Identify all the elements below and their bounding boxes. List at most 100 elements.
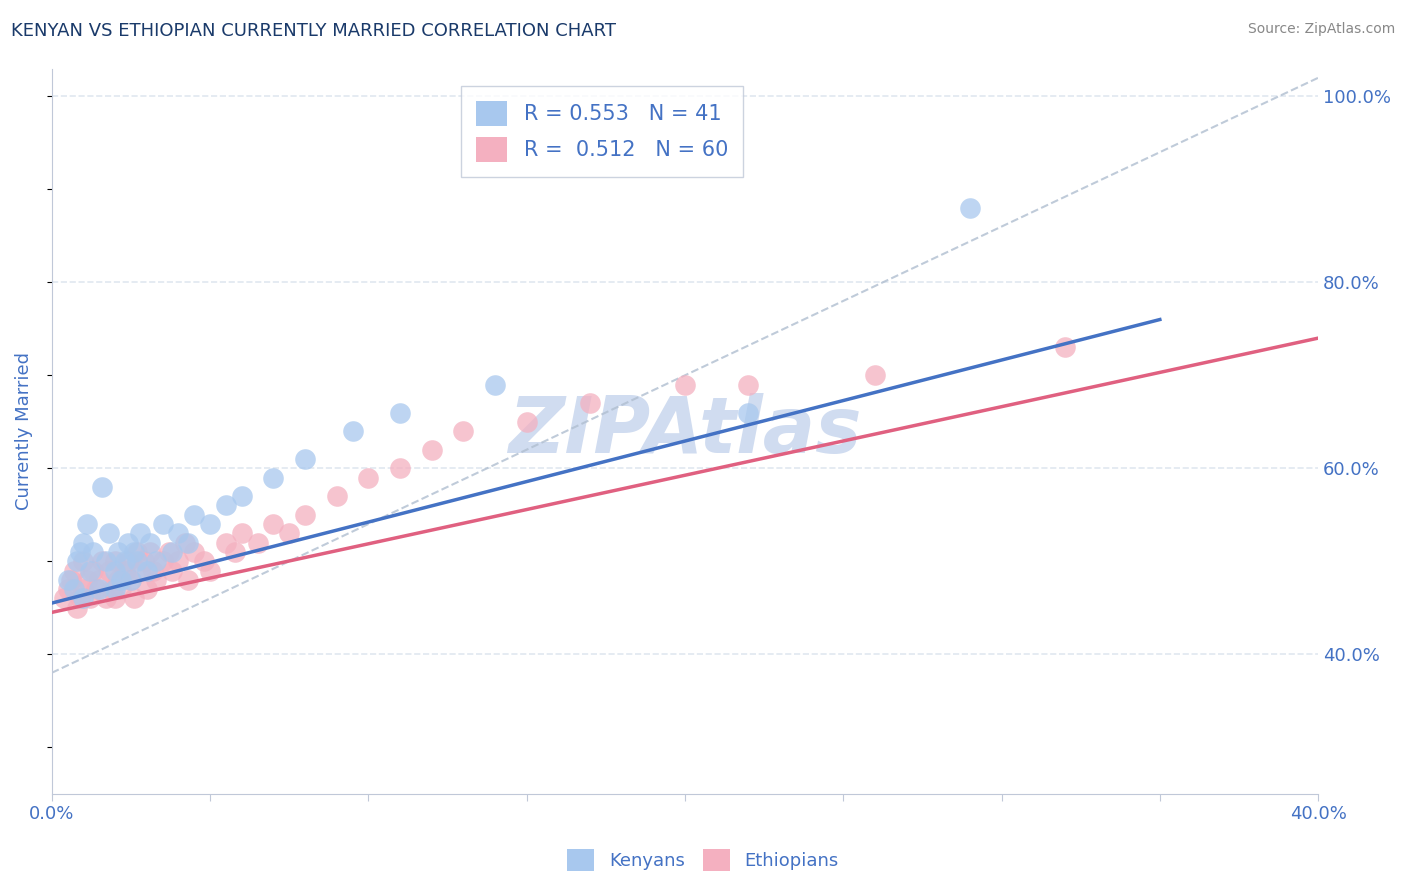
Point <box>104 554 127 568</box>
Point <box>91 480 114 494</box>
Point <box>388 461 411 475</box>
Point <box>53 591 76 606</box>
Point <box>110 573 132 587</box>
Point <box>183 545 205 559</box>
Point <box>129 564 152 578</box>
Point <box>246 535 269 549</box>
Point <box>63 582 86 596</box>
Point <box>420 442 443 457</box>
Point <box>56 582 79 596</box>
Point <box>193 554 215 568</box>
Point <box>152 554 174 568</box>
Point <box>122 545 145 559</box>
Point <box>215 535 238 549</box>
Point <box>160 564 183 578</box>
Text: Source: ZipAtlas.com: Source: ZipAtlas.com <box>1247 22 1395 37</box>
Point <box>72 591 94 606</box>
Y-axis label: Currently Married: Currently Married <box>15 352 32 510</box>
Point <box>863 368 886 383</box>
Point <box>114 554 136 568</box>
Point <box>484 377 506 392</box>
Point <box>94 591 117 606</box>
Point <box>66 554 89 568</box>
Point <box>139 545 162 559</box>
Point <box>107 545 129 559</box>
Point <box>120 573 142 587</box>
Point <box>673 377 696 392</box>
Point <box>117 554 139 568</box>
Point <box>224 545 246 559</box>
Point <box>139 535 162 549</box>
Point <box>72 582 94 596</box>
Point <box>145 573 167 587</box>
Point <box>132 554 155 568</box>
Point <box>120 573 142 587</box>
Point <box>516 415 538 429</box>
Legend: Kenyans, Ethiopians: Kenyans, Ethiopians <box>560 842 846 879</box>
Text: KENYAN VS ETHIOPIAN CURRENTLY MARRIED CORRELATION CHART: KENYAN VS ETHIOPIAN CURRENTLY MARRIED CO… <box>11 22 616 40</box>
Point <box>262 517 284 532</box>
Point <box>198 564 221 578</box>
Point <box>56 573 79 587</box>
Point <box>79 591 101 606</box>
Point <box>91 554 114 568</box>
Point <box>82 545 104 559</box>
Point <box>97 526 120 541</box>
Point <box>114 564 136 578</box>
Point <box>89 582 111 596</box>
Point <box>82 564 104 578</box>
Point <box>160 545 183 559</box>
Point <box>94 554 117 568</box>
Point <box>89 573 111 587</box>
Point <box>129 526 152 541</box>
Point <box>579 396 602 410</box>
Point <box>959 201 981 215</box>
Point <box>104 591 127 606</box>
Point <box>1053 340 1076 354</box>
Point <box>127 554 149 568</box>
Point <box>342 424 364 438</box>
Point <box>122 591 145 606</box>
Point <box>104 564 127 578</box>
Point <box>127 545 149 559</box>
Point <box>177 535 200 549</box>
Point <box>278 526 301 541</box>
Point <box>167 526 190 541</box>
Point <box>63 564 86 578</box>
Point <box>97 564 120 578</box>
Point <box>69 545 91 559</box>
Point <box>325 489 347 503</box>
Point <box>84 582 107 596</box>
Point <box>145 554 167 568</box>
Point <box>198 517 221 532</box>
Point <box>737 377 759 392</box>
Point <box>79 564 101 578</box>
Point <box>294 452 316 467</box>
Point <box>117 535 139 549</box>
Point <box>59 573 82 587</box>
Point <box>69 591 91 606</box>
Point <box>167 554 190 568</box>
Point <box>76 517 98 532</box>
Point <box>177 573 200 587</box>
Point <box>157 545 180 559</box>
Point <box>262 470 284 484</box>
Point <box>104 582 127 596</box>
Point <box>135 582 157 596</box>
Point <box>76 573 98 587</box>
Point <box>66 600 89 615</box>
Point <box>101 582 124 596</box>
Point <box>231 489 253 503</box>
Text: ZIPAtlas: ZIPAtlas <box>508 393 862 469</box>
Point <box>231 526 253 541</box>
Point <box>142 564 165 578</box>
Point <box>388 405 411 419</box>
Point <box>72 554 94 568</box>
Point <box>183 508 205 522</box>
Point <box>173 535 195 549</box>
Point <box>135 564 157 578</box>
Point <box>357 470 380 484</box>
Point <box>110 582 132 596</box>
Point <box>294 508 316 522</box>
Point <box>453 424 475 438</box>
